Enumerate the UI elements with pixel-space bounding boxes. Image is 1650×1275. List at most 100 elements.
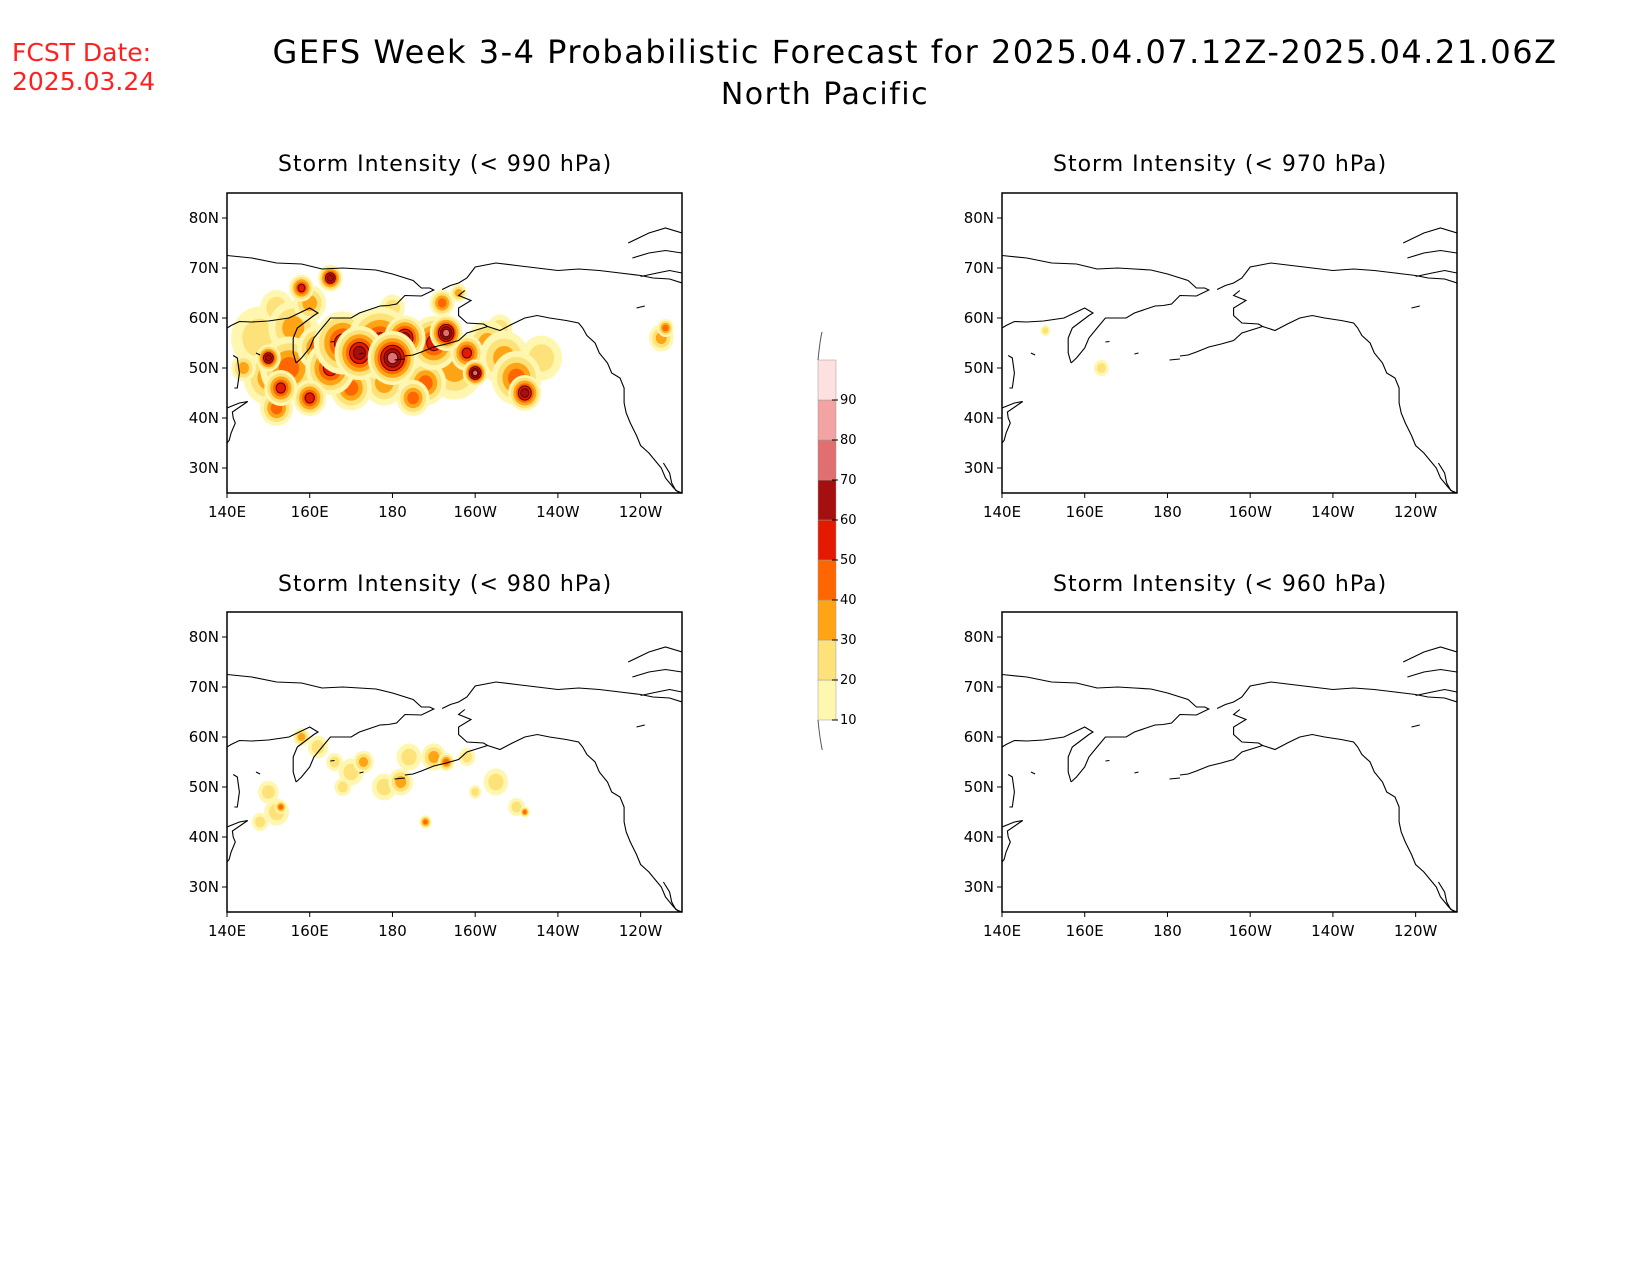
colorbar-label: 20 xyxy=(840,673,857,688)
probability-area xyxy=(262,785,275,799)
coastline xyxy=(227,726,320,783)
probability-area xyxy=(428,751,440,763)
lon-tick-label: 120W xyxy=(1394,922,1438,940)
colorbar-swatch xyxy=(817,559,837,601)
colorbar-swatch xyxy=(817,399,837,441)
lon-tick-label: 140E xyxy=(983,503,1021,521)
lon-tick-label: 180 xyxy=(1153,503,1182,521)
colorbar-swatch xyxy=(817,679,837,721)
probability-area xyxy=(454,289,463,297)
panel-title-990: Storm Intensity (< 990 hPa) xyxy=(278,152,613,177)
lon-tick-label: 160E xyxy=(1066,503,1104,521)
colorbar-label: 90 xyxy=(840,393,857,408)
coastline xyxy=(1002,819,1024,863)
colorbar-label: 80 xyxy=(840,433,857,448)
coastline xyxy=(636,305,645,309)
coastline xyxy=(227,307,320,364)
colorbar-label: 10 xyxy=(840,713,857,728)
coastline xyxy=(1179,290,1264,357)
colorbar-swatch xyxy=(817,439,837,481)
map-frame xyxy=(226,611,683,913)
lat-tick-label: 60N xyxy=(964,728,994,746)
lat-tick-label: 50N xyxy=(964,778,994,796)
probability-area xyxy=(238,362,249,374)
coastline xyxy=(1169,777,1180,780)
probability-area xyxy=(488,773,504,791)
colorbar-label: 40 xyxy=(840,593,857,608)
coastline xyxy=(1002,400,1024,444)
coastline xyxy=(227,819,249,863)
lat-tick-label: 30N xyxy=(189,878,219,896)
coastline xyxy=(1415,269,1457,278)
lat-tick-label: 70N xyxy=(189,678,219,696)
probability-area xyxy=(461,751,472,763)
coastline xyxy=(227,673,436,783)
lat-tick-label: 50N xyxy=(189,359,219,377)
coastline xyxy=(1105,340,1110,343)
coastline xyxy=(640,269,682,278)
lat-tick-label: 40N xyxy=(964,409,994,427)
coastline xyxy=(627,227,682,244)
coastline xyxy=(1407,668,1457,678)
coastline xyxy=(1002,726,1095,783)
coastline xyxy=(1002,307,1095,364)
lat-tick-label: 40N xyxy=(189,409,219,427)
coastline xyxy=(1216,681,1457,709)
coastline xyxy=(1134,771,1139,774)
map-frame xyxy=(226,192,683,494)
lat-tick-label: 70N xyxy=(964,678,994,696)
colorbar-swatch xyxy=(817,639,837,681)
probability-area xyxy=(311,740,325,754)
coastline xyxy=(330,340,335,343)
lon-tick-label: 160E xyxy=(1066,922,1104,940)
lat-tick-label: 70N xyxy=(189,259,219,277)
lon-tick-label: 140E xyxy=(208,503,246,521)
coastline xyxy=(1216,262,1457,290)
coastline xyxy=(232,774,240,808)
coastline xyxy=(1030,771,1036,775)
coastline xyxy=(1179,709,1264,776)
panel-title-960: Storm Intensity (< 960 hPa) xyxy=(1053,572,1388,597)
probability-area xyxy=(264,354,272,362)
coastline xyxy=(487,733,654,878)
probability-area xyxy=(471,787,480,797)
colorbar-swatch xyxy=(817,359,837,401)
coastline xyxy=(1007,355,1015,389)
coastline xyxy=(227,400,249,444)
probability-area xyxy=(1042,327,1049,334)
panel-title-980: Storm Intensity (< 980 hPa) xyxy=(278,572,613,597)
lat-tick-label: 40N xyxy=(964,828,994,846)
colorbar-swatch xyxy=(817,519,837,561)
lon-tick-label: 120W xyxy=(619,503,663,521)
coastline xyxy=(636,724,645,728)
coastline xyxy=(1411,305,1420,309)
probability-area xyxy=(386,351,399,365)
lon-tick-label: 160E xyxy=(291,922,329,940)
coastline xyxy=(1402,227,1457,244)
lon-tick-label: 140W xyxy=(1311,503,1355,521)
lon-tick-label: 140E xyxy=(983,922,1021,940)
probability-area xyxy=(352,346,366,360)
lat-tick-label: 80N xyxy=(189,628,219,646)
lon-tick-label: 160E xyxy=(291,503,329,521)
probability-area xyxy=(423,819,428,825)
coastline xyxy=(330,759,335,762)
lon-tick-label: 160W xyxy=(453,922,497,940)
lon-tick-label: 120W xyxy=(619,922,663,940)
probability-area xyxy=(401,748,417,766)
lat-tick-label: 30N xyxy=(964,459,994,477)
coastline xyxy=(1007,774,1015,808)
coastline xyxy=(394,777,405,780)
lat-tick-label: 50N xyxy=(189,778,219,796)
probability-area xyxy=(376,778,392,796)
lon-tick-label: 160W xyxy=(1228,922,1272,940)
lat-tick-label: 60N xyxy=(189,728,219,746)
probability-area xyxy=(329,756,340,768)
lat-tick-label: 40N xyxy=(189,828,219,846)
coastline xyxy=(255,771,261,775)
colorbar-label: 70 xyxy=(840,473,857,488)
lat-tick-label: 70N xyxy=(964,259,994,277)
lat-tick-label: 60N xyxy=(964,309,994,327)
coastline xyxy=(1169,358,1180,361)
lat-tick-label: 80N xyxy=(964,209,994,227)
